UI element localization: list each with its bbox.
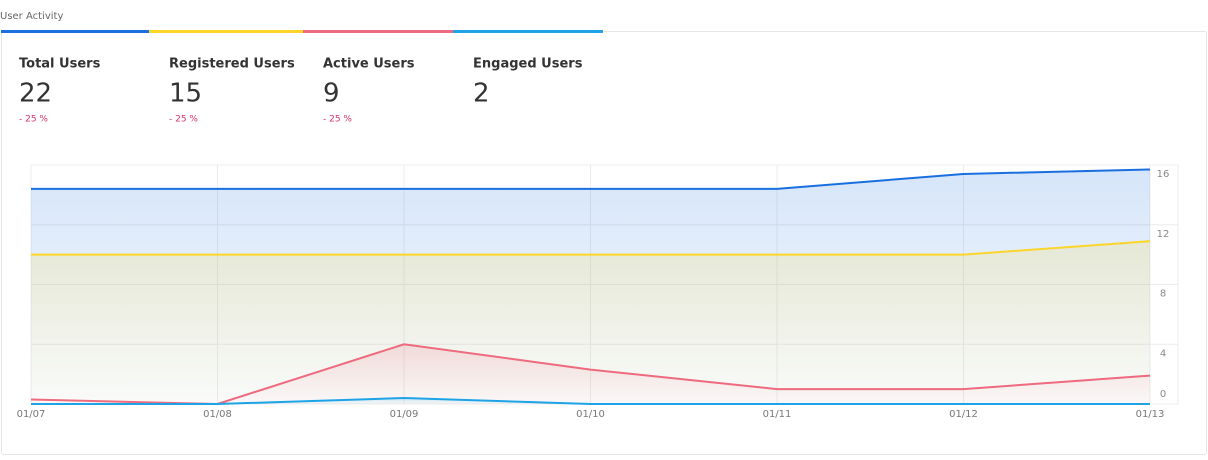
- x-tick-label: 01/08: [203, 409, 232, 420]
- x-tick-label: 01/10: [576, 409, 605, 420]
- stat-change: - 25 %: [19, 115, 48, 125]
- x-tick-label: 01/09: [390, 409, 419, 420]
- stat-value: 9: [323, 79, 340, 109]
- y-tick-label: 12: [1157, 229, 1170, 240]
- stat-value: 2: [473, 79, 490, 109]
- tab-indicator: [303, 30, 453, 33]
- series-area: [31, 398, 1150, 404]
- series-line: [31, 240, 1151, 256]
- x-tick-label: 01/11: [763, 409, 792, 420]
- x-tick-label: 01/13: [1136, 409, 1165, 420]
- stat-value: 15: [169, 79, 202, 109]
- x-tick-label: 01/12: [949, 409, 978, 420]
- y-tick-label: 4: [1160, 348, 1166, 359]
- series-area: [31, 241, 1150, 404]
- stat-value: 22: [19, 79, 52, 109]
- widget-title: User Activity: [0, 11, 63, 22]
- series-line: [31, 168, 1151, 190]
- stat-change: - 25 %: [169, 115, 198, 125]
- stat-label: Total Users: [19, 57, 101, 72]
- y-tick-label: 0: [1160, 389, 1166, 400]
- stat-label: Registered Users: [169, 57, 295, 72]
- y-tick-label: 16: [1157, 169, 1170, 180]
- tab-indicator: [149, 30, 303, 33]
- x-tick-label: 01/07: [17, 409, 46, 420]
- series-line: [31, 397, 1150, 405]
- stat-label: Active Users: [323, 57, 415, 72]
- stat-label: Engaged Users: [473, 57, 583, 72]
- stat-change: - 25 %: [323, 115, 352, 125]
- y-tick-label: 8: [1160, 289, 1166, 300]
- tab-indicator: [453, 30, 603, 33]
- tab-indicator: [1, 30, 149, 33]
